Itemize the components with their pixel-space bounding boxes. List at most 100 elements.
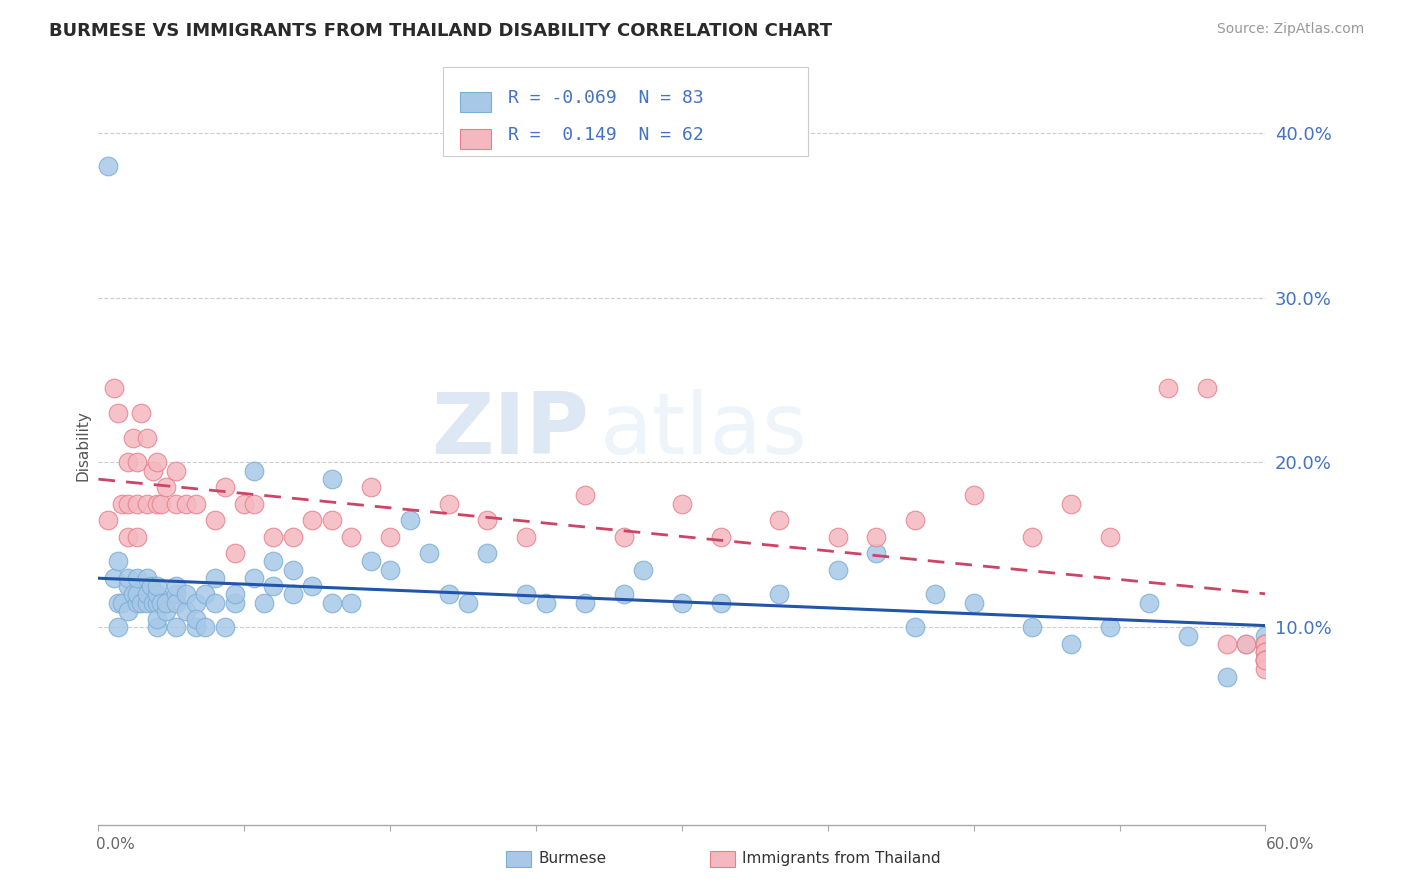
Point [149,497,172,511]
Point [477,546,499,560]
Point [127,587,149,601]
Point [129,596,152,610]
Point [233,497,256,511]
Text: BURMESE VS IMMIGRANTS FROM THAILAND DISABILITY CORRELATION CHART: BURMESE VS IMMIGRANTS FROM THAILAND DISA… [49,22,832,40]
Text: Immigrants from Thailand: Immigrants from Thailand [742,852,941,866]
Point [281,563,304,577]
Point [136,587,159,601]
Text: Burmese: Burmese [538,852,606,866]
Point [1098,530,1121,544]
Point [1254,637,1277,651]
Text: 0.0%: 0.0% [96,838,135,852]
Point [243,497,266,511]
Point [97,159,120,173]
Point [1177,628,1199,642]
Point [204,596,226,610]
Point [477,513,499,527]
Point [1254,653,1277,667]
Point [184,497,207,511]
Point [515,587,537,601]
Y-axis label: Disability: Disability [75,410,90,482]
Point [146,587,169,601]
Point [136,431,159,445]
Point [146,620,169,634]
Point [1254,653,1277,667]
Point [107,554,129,568]
Point [136,497,159,511]
Point [281,587,304,601]
Text: Source: ZipAtlas.com: Source: ZipAtlas.com [1216,22,1364,37]
Point [380,563,402,577]
Point [671,596,693,610]
Point [710,530,733,544]
Point [904,620,927,634]
Point [165,620,187,634]
Point [262,530,284,544]
Point [194,620,217,634]
Point [165,587,187,601]
Point [107,620,129,634]
Point [127,530,149,544]
Point [146,579,169,593]
Point [340,596,363,610]
Point [1060,497,1083,511]
Point [768,587,790,601]
Point [613,530,636,544]
Point [103,571,125,585]
Point [127,455,149,469]
Point [224,596,246,610]
Point [827,530,849,544]
Point [321,472,343,486]
Point [117,604,139,618]
Point [1254,653,1277,667]
Point [214,620,236,634]
Point [155,604,177,618]
Point [710,596,733,610]
Point [165,579,187,593]
Point [360,554,382,568]
Point [1254,637,1277,651]
Point [1254,645,1277,659]
Point [117,497,139,511]
Point [122,431,145,445]
Point [224,546,246,560]
Text: R = -0.069  N = 83: R = -0.069 N = 83 [508,89,703,107]
Point [174,497,197,511]
Text: R =  0.149  N = 62: R = 0.149 N = 62 [508,127,703,145]
Point [136,596,159,610]
Point [534,596,557,610]
Point [184,596,207,610]
Point [117,571,139,585]
Point [865,546,887,560]
Point [204,571,226,585]
Point [127,571,149,585]
Point [1157,381,1180,395]
Point [1215,670,1237,684]
Point [224,587,246,601]
Point [1254,645,1277,659]
Point [924,587,946,601]
Point [1021,530,1043,544]
Point [1195,381,1218,395]
Point [321,596,343,610]
Point [1215,637,1237,651]
Point [146,455,169,469]
Point [437,497,460,511]
Point [243,571,266,585]
Point [149,596,172,610]
Point [768,513,790,527]
Point [962,488,984,502]
Point [127,497,149,511]
Point [321,513,343,527]
Point [111,497,134,511]
Point [146,596,169,610]
Point [301,579,323,593]
Point [1234,637,1257,651]
Point [174,587,197,601]
Point [1021,620,1043,634]
Point [122,587,145,601]
Point [437,587,460,601]
Point [1254,661,1277,675]
Point [262,579,284,593]
Point [97,513,120,527]
